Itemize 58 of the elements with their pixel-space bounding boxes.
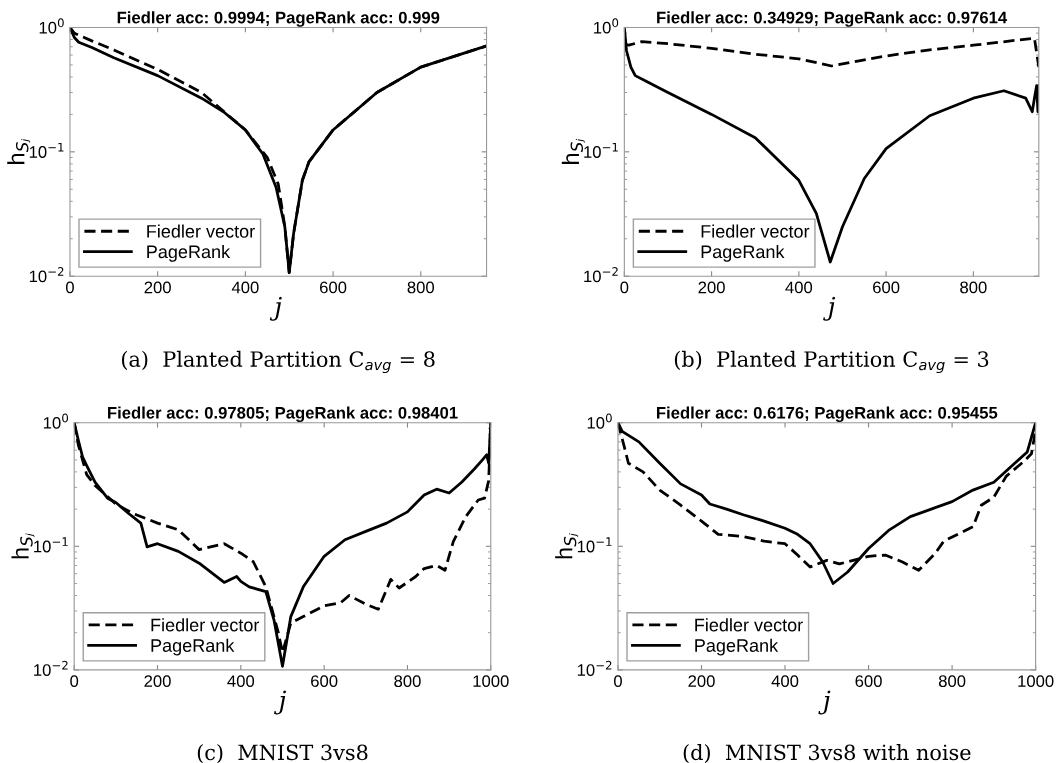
x-tick-label: 0 (620, 281, 629, 294)
x-tick-label: 0 (65, 281, 74, 294)
x-tick-label: 400 (785, 281, 813, 294)
legend-label: Fiedler vector (151, 618, 260, 632)
x-tick-label: 600 (873, 281, 900, 294)
y-axis-title: h$_{Sⱼ}$ (11, 533, 35, 559)
legend-label: Fiedler vector (701, 224, 810, 238)
x-tick-label: 200 (144, 675, 171, 688)
x-tick-label: 0 (614, 675, 622, 688)
y-tick-label: 10$^{−2}$ (29, 267, 64, 283)
y-tick-label: 10$^{0}$ (43, 413, 69, 429)
text: (b) Planted Partition C$_{avg}$ = 3 (674, 350, 989, 374)
y-tick-label: 10$^{−1}$ (34, 537, 68, 553)
text: (c) MNIST 3vs8 (197, 744, 368, 763)
chart-title: Fiedler acc: 0.34929; PageRank acc: 0.97614 (657, 11, 1008, 27)
x-axis-title: j (269, 296, 282, 321)
legend-label: PageRank (701, 244, 785, 262)
x-tick-label: 1000 (473, 675, 509, 688)
legend-label: PageRank (695, 638, 779, 656)
legend-label: Fiedler vector (147, 224, 255, 238)
x-tick-label: 400 (227, 675, 255, 688)
y-tick-label: 10$^{0}$ (587, 413, 612, 429)
x-tick-label: 200 (698, 281, 725, 294)
chart-title: Fiedler acc: 0.6176; PageRank acc: 0.95455 (656, 406, 998, 423)
x-tick-label: 800 (394, 675, 421, 688)
x-axis-title: j (823, 296, 836, 321)
chart-title: Fiedler acc: 0.97805; PageRank acc: 0.98401 (108, 406, 458, 423)
legend-label: PageRank (147, 244, 231, 262)
text: (a) Planted Partition C$_{avg}$ = 8 (121, 350, 435, 374)
x-axis-title: j (274, 690, 286, 715)
x-tick-label: 800 (407, 281, 435, 294)
x-tick-label: 600 (855, 675, 882, 688)
y-tick-label: 10$^{0}$ (594, 18, 619, 34)
x-tick-label: 400 (771, 675, 799, 688)
text: (d) MNIST 3vs8 with noise (683, 744, 971, 763)
x-tick-label: 600 (311, 675, 338, 688)
y-tick-label: 10$^{−1}$ (29, 142, 64, 158)
y-axis-title: h$_{Sⱼ}$ (7, 138, 31, 164)
y-axis-title: h$_{Sⱼ}$ (561, 138, 585, 164)
y-tick-label: 10$^{−2}$ (577, 660, 612, 676)
y-tick-label: 10$^{−2}$ (34, 660, 68, 676)
y-tick-label: 10$^{−1}$ (584, 142, 618, 158)
x-tick-label: 0 (70, 675, 79, 688)
x-tick-label: 800 (938, 675, 966, 688)
y-tick-label: 10$^{−1}$ (577, 537, 612, 553)
chart-title: Fiedler acc: 0.9994; PageRank acc: 0.999 (117, 11, 440, 27)
legend-label: PageRank (151, 638, 235, 656)
x-tick-label: 800 (960, 281, 987, 294)
y-axis-title: h$_{Sⱼ}$ (555, 533, 579, 559)
x-tick-label: 1000 (1018, 675, 1054, 688)
x-tick-label: 600 (320, 281, 347, 294)
x-tick-label: 400 (231, 281, 259, 294)
x-tick-label: 200 (688, 675, 715, 688)
x-tick-label: 200 (144, 281, 171, 294)
y-tick-label: 10$^{0}$ (39, 18, 64, 34)
x-axis-title: j (818, 690, 831, 715)
y-tick-label: 10$^{−2}$ (584, 267, 618, 283)
legend-label: Fiedler vector (695, 618, 803, 632)
